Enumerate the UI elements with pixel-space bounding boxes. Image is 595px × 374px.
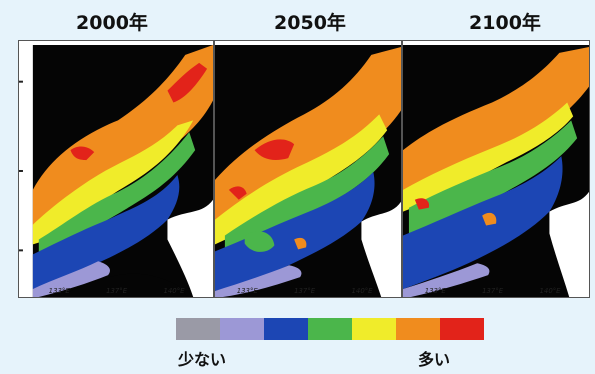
tick-137e-2000: 137°E: [106, 287, 128, 295]
color-scale-legend: [176, 318, 484, 340]
map-panel-2100: 133°E 137°E 140°E: [402, 40, 590, 298]
map-panel-2000: 133°E 137°E 140°E: [18, 40, 214, 298]
legend-low-label: 少ない: [178, 350, 227, 369]
map-2050: 133°E 137°E 140°E: [215, 41, 401, 297]
tick-140e-2100: 140°E: [540, 287, 562, 295]
tick-133e-2000: 133°E: [49, 287, 71, 295]
tick-140e-2000: 140°E: [164, 287, 186, 295]
legend-swatch-2: [264, 318, 308, 340]
tick-140e-2050: 140°E: [352, 287, 374, 295]
map-panel-2050: 133°E 137°E 140°E: [214, 40, 402, 298]
legend-swatch-3: [308, 318, 352, 340]
year-title-2050: 2050年: [274, 12, 346, 34]
map-2000: 133°E 137°E 140°E: [19, 41, 213, 297]
tick-133e-2100: 133°E: [425, 287, 447, 295]
tick-137e-2050: 137°E: [294, 287, 316, 295]
legend-swatch-4: [352, 318, 396, 340]
tick-137e-2100: 137°E: [482, 287, 504, 295]
year-title-2100: 2100年: [469, 12, 541, 34]
legend-high-label: 多い: [418, 350, 451, 369]
legend-swatch-1: [220, 318, 264, 340]
year-title-2000: 2000年: [76, 12, 148, 34]
legend-swatch-6: [440, 318, 484, 340]
legend-swatch-0: [176, 318, 220, 340]
legend-swatch-5: [396, 318, 440, 340]
tick-133e-2050: 133°E: [237, 287, 259, 295]
map-2100: 133°E 137°E 140°E: [403, 41, 589, 297]
